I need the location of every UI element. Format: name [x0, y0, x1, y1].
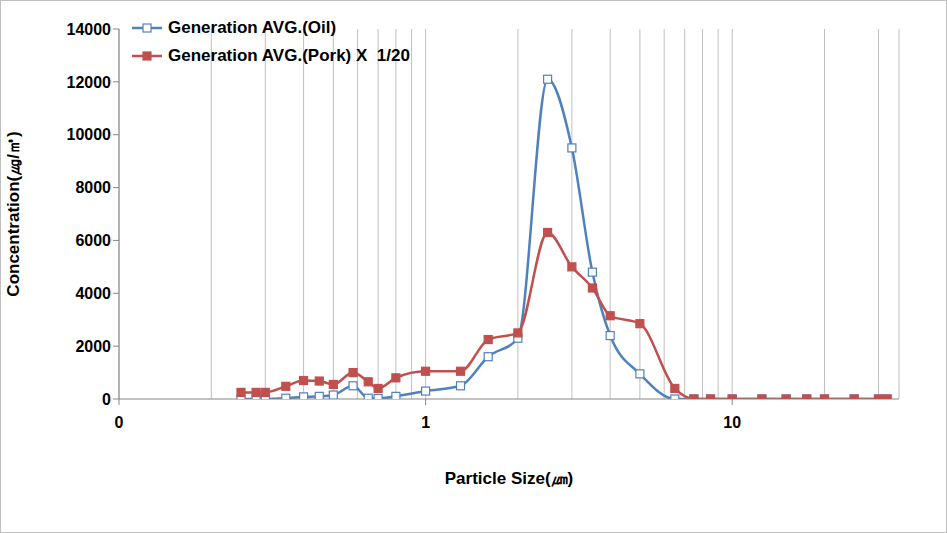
svg-text:0: 0 [102, 391, 111, 408]
svg-text:6000: 6000 [75, 232, 111, 249]
svg-text:14000: 14000 [67, 21, 112, 38]
svg-text:Concentration(㎍/㎥): Concentration(㎍/㎥) [8, 131, 23, 296]
svg-text:1: 1 [421, 414, 430, 431]
svg-text:12000: 12000 [67, 74, 112, 91]
svg-text:4000: 4000 [75, 285, 111, 302]
svg-text:Particle Size(㎛): Particle Size(㎛) [445, 469, 574, 488]
svg-text:8000: 8000 [75, 179, 111, 196]
svg-text:2000: 2000 [75, 338, 111, 355]
html-text:Generation AVG.(Oil): Generation AVG.(Oil) [168, 18, 337, 37]
html-text:Generation AVG.(Pork) X 1/20: Generation AVG.(Pork) X 1/20 [168, 46, 410, 65]
svg-text:10: 10 [723, 414, 741, 431]
svg-text:0: 0 [115, 414, 124, 431]
svg-text:10000: 10000 [67, 126, 112, 143]
